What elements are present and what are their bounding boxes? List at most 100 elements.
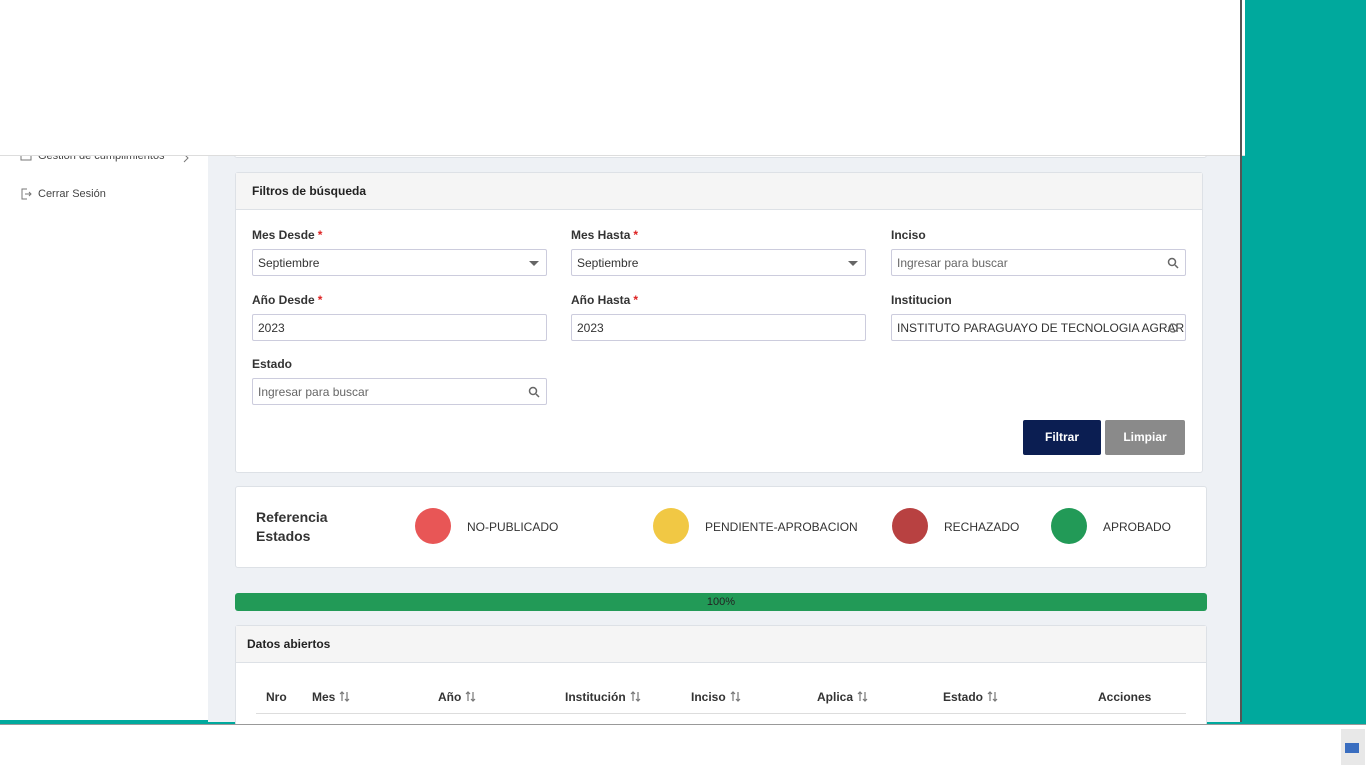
- field-label: Inciso: [891, 228, 926, 242]
- clear-icon: [1168, 322, 1178, 333]
- icon: [528, 322, 540, 334]
- column-header: Acciones: [1098, 690, 1151, 704]
- taskbar: [0, 724, 1366, 768]
- icon: [21, 188, 32, 200]
- sort-icon: [465, 691, 476, 702]
- required-mark: *: [633, 292, 639, 307]
- input[interactable]: INSTITUTO PARAGUAYO DE TECNOLOGIA AGRARI…: [891, 313, 1186, 341]
- column-name: Acciones: [1098, 690, 1152, 704]
- search-handle: [535, 393, 540, 398]
- sort-arrows: [339, 691, 350, 702]
- label-text: Año Hasta: [571, 292, 631, 307]
- sort-arrows: [987, 691, 998, 702]
- sort-icon: [857, 691, 868, 702]
- sort-arrows: [730, 691, 741, 702]
- label-text: Mes Hasta: [571, 228, 631, 242]
- field-label: Año Desde *: [252, 293, 322, 307]
- status-label: RECHAZADO: [944, 520, 1020, 534]
- label-text: Institucion: [891, 292, 952, 307]
- input[interactable]: 2023: [252, 313, 547, 341]
- search-handle: [1174, 264, 1179, 269]
- label-text: Estado: [252, 357, 293, 371]
- required-mark: *: [317, 228, 323, 242]
- icon: [528, 386, 540, 398]
- filter-card: Filtros de búsqueda Mes Desde * Septiembre…: [235, 172, 1203, 473]
- input[interactable]: Septiembre: [571, 249, 866, 276]
- column-header[interactable]: Inciso: [691, 690, 742, 704]
- column-header: Nro: [266, 690, 287, 704]
- column-name: Estado: [943, 690, 984, 704]
- icon: [529, 261, 539, 266]
- input[interactable]: Ingresar para buscar: [891, 249, 1186, 276]
- dot: [892, 508, 928, 544]
- overlay: [0, 0, 1245, 156]
- column-name: Nro: [266, 690, 287, 704]
- dropdown-arrow: [529, 261, 539, 266]
- field-label: Mes Desde *: [252, 228, 322, 242]
- column-name: Inciso: [691, 690, 726, 704]
- input[interactable]: Septiembre: [252, 249, 547, 276]
- input-value: Septiembre: [577, 256, 639, 270]
- column-name: Año: [438, 690, 462, 704]
- input-value: INSTITUTO PARAGUAYO DE TECNOLOGIA AGRARI…: [897, 320, 1186, 335]
- column-header[interactable]: Aplica: [817, 690, 869, 704]
- button[interactable]: Filtrar: [1023, 420, 1101, 455]
- icon: [1167, 257, 1179, 269]
- label-text: Mes Desde: [252, 228, 315, 242]
- status-dot: [892, 508, 928, 544]
- menu-item[interactable]: Cerrar Sesión: [38, 188, 106, 200]
- status-dot: [1051, 508, 1087, 544]
- label-text: Inciso: [891, 228, 926, 242]
- sort-arrows: [857, 691, 868, 702]
- column-header[interactable]: Institución: [565, 690, 642, 704]
- placeholder: Ingresar para buscar: [897, 256, 1008, 270]
- input-value: 2023: [577, 320, 604, 335]
- input-value: 2023: [258, 320, 285, 335]
- card-title: Datos abiertos: [236, 626, 1206, 663]
- dot: [653, 508, 689, 544]
- status-dot: [653, 508, 689, 544]
- label-text: Año Desde: [252, 292, 315, 307]
- input-value: Septiembre: [258, 256, 320, 270]
- sort-icon: [630, 691, 641, 702]
- field-label: Año Hasta *: [571, 293, 638, 307]
- progress-bar: 100%: [235, 593, 1207, 611]
- dot: [415, 508, 451, 544]
- column-header[interactable]: Estado: [943, 690, 999, 704]
- tray-icon[interactable]: [1341, 729, 1365, 765]
- window-edge: [1240, 0, 1242, 722]
- sort-arrows: [465, 691, 476, 702]
- divider: [256, 713, 1186, 714]
- column-name: Institución: [565, 690, 626, 704]
- column-header[interactable]: Mes: [312, 690, 351, 704]
- legend-card: Referencia Estados NO-PUBLICADO PENDIENTE…: [235, 486, 1207, 568]
- sort-icon: [730, 691, 741, 702]
- required-mark: *: [317, 292, 323, 307]
- status-label: PENDIENTE-APROBACION: [705, 520, 858, 534]
- icon: [848, 261, 858, 266]
- table-card: Datos abiertos: [235, 625, 1207, 726]
- dot: [1051, 508, 1087, 544]
- field-label: Institucion: [891, 293, 952, 307]
- column-name: Aplica: [817, 690, 854, 704]
- sort-icon: [987, 691, 998, 702]
- column-name: Mes: [312, 690, 336, 704]
- legend-title: Referencia Estados: [256, 509, 328, 544]
- required-mark: *: [633, 228, 639, 242]
- card-title: Filtros de búsqueda: [236, 173, 1202, 210]
- status-label: APROBADO: [1103, 520, 1172, 534]
- button[interactable]: Limpiar: [1105, 420, 1185, 455]
- input[interactable]: 2023: [571, 313, 866, 341]
- field-label: Estado: [252, 357, 292, 371]
- icon: [847, 322, 859, 334]
- sort-arrows: [630, 691, 641, 702]
- column-header[interactable]: Año: [438, 690, 477, 704]
- icon: [1168, 322, 1178, 333]
- field-label: Mes Hasta *: [571, 228, 638, 242]
- status-dot: [415, 508, 451, 544]
- input[interactable]: Ingresar para buscar: [252, 378, 547, 405]
- placeholder: Ingresar para buscar: [258, 385, 369, 399]
- search-glass: [528, 386, 538, 396]
